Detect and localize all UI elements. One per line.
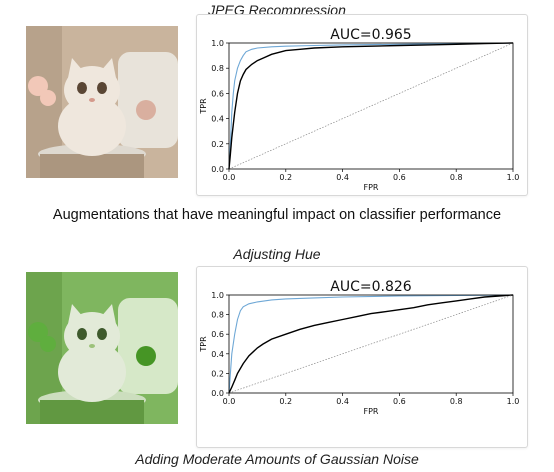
- y-tick-label: 0.2: [211, 140, 224, 149]
- roc-plot: AUC=0.965 0.0 0.2 0.4 0.6 0.8 1.0 0.0 0.2 0.4 0.6 0…: [199, 27, 520, 192]
- x-tick-label: 0.0: [223, 397, 236, 406]
- x-tick-label: 0.0: [223, 173, 236, 182]
- cat-ear-right: [100, 58, 116, 78]
- x-tick-label: 0.2: [279, 173, 292, 182]
- flowers: [40, 90, 56, 106]
- auc-title: AUC=0.826: [330, 279, 412, 295]
- cat-thumbnail-hue-adjusted: [26, 272, 178, 424]
- x-tick-label: 0.8: [450, 173, 463, 182]
- x-tick-label: 0.4: [336, 397, 349, 406]
- x-tick-label: 1.0: [507, 397, 520, 406]
- cat-illustration: [26, 26, 178, 178]
- cat-ear-right: [100, 304, 116, 324]
- y-tick-label: 0.6: [211, 330, 224, 339]
- cat-ear-left: [68, 304, 84, 324]
- y-tick-label: 0.2: [211, 369, 224, 378]
- chance-diagonal: [228, 294, 514, 394]
- y-axis-label: TPR: [199, 98, 208, 115]
- roc-curve-series-1: [228, 294, 514, 394]
- cat-body: [58, 96, 126, 156]
- auc-title: AUC=0.965: [330, 27, 411, 43]
- y-tick-label: 0.8: [211, 64, 224, 73]
- roc-chart-hue: AUC=0.826 0.0 0.2 0.4 0.6 0.8 1.0 0.0 0.2 0.4 0.6 0…: [196, 266, 528, 448]
- armchair: [118, 52, 178, 148]
- y-tick-label: 1.0: [211, 291, 224, 300]
- x-tick-label: 0.2: [279, 397, 292, 406]
- x-axis-label: FPR: [364, 183, 379, 192]
- plot-frame: [228, 294, 514, 394]
- cat-nose: [89, 98, 95, 102]
- roc-curve-series-2: [228, 294, 514, 394]
- flowers: [40, 336, 56, 352]
- x-tick-label: 0.6: [393, 173, 406, 182]
- y-tick-label: 0.0: [211, 389, 224, 398]
- x-tick-label: 0.4: [336, 173, 349, 182]
- armchair: [118, 298, 178, 394]
- cat-body: [58, 342, 126, 402]
- cat-head: [64, 312, 120, 360]
- plot-frame: [228, 42, 514, 170]
- section-heading: Augmentations that have meaningful impac…: [52, 207, 502, 223]
- cat-eye-left: [77, 82, 87, 94]
- roc-curve-series-1: [228, 42, 514, 170]
- caption-gaussian-noise: Adding Moderate Amounts of Gaussian Nois…: [135, 451, 419, 467]
- y-axis-label: TPR: [199, 336, 208, 353]
- cat-eye-right: [97, 328, 107, 340]
- cat-illustration: [26, 272, 178, 424]
- x-tick-label: 0.8: [450, 397, 463, 406]
- chance-diagonal: [228, 42, 514, 170]
- x-tick-label: 0.6: [393, 397, 406, 406]
- y-tick-label: 0.8: [211, 311, 224, 320]
- plant: [136, 100, 156, 120]
- y-tick-label: 1.0: [211, 39, 224, 48]
- cat-ear-left: [68, 58, 84, 78]
- cat-thumbnail-original: [26, 26, 178, 178]
- y-tick-label: 0.4: [211, 115, 224, 124]
- roc-curve-series-2: [228, 42, 514, 170]
- x-tick-label: 1.0: [507, 173, 520, 182]
- y-tick-label: 0.6: [211, 89, 224, 98]
- plant: [136, 346, 156, 366]
- cat-eye-right: [97, 82, 107, 94]
- roc-chart-jpeg: AUC=0.965 0.0 0.2 0.4 0.6 0.8 1.0 0.0 0.2 0.4 0.6 0…: [196, 14, 528, 196]
- caption-adjusting-hue: Adjusting Hue: [233, 246, 321, 262]
- cat-nose: [89, 344, 95, 348]
- x-axis-label: FPR: [364, 407, 379, 416]
- y-tick-label: 0.0: [211, 165, 224, 174]
- flowers: [28, 76, 48, 96]
- cat-head: [64, 66, 120, 114]
- table-base: [40, 400, 144, 424]
- y-tick-label: 0.4: [211, 350, 224, 359]
- flowers: [28, 322, 48, 342]
- roc-plot: AUC=0.826 0.0 0.2 0.4 0.6 0.8 1.0 0.0 0.2 0.4 0.6 0…: [199, 279, 520, 416]
- cat-eye-left: [77, 328, 87, 340]
- table-base: [40, 154, 144, 178]
